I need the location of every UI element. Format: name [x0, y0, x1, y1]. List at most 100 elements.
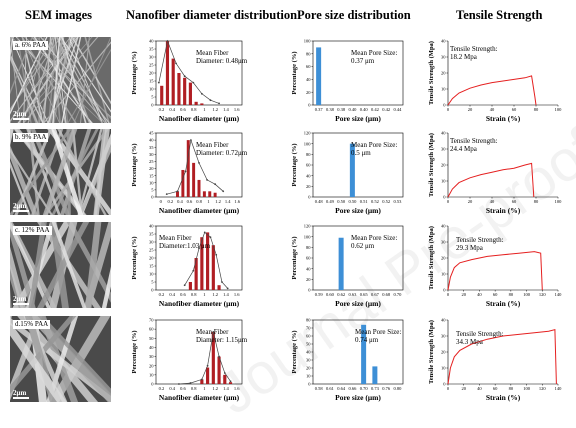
mean-pore-annotation: Mean Pore Size:: [351, 234, 397, 242]
y-tick-label: 25: [149, 63, 154, 68]
curve-point: [224, 372, 226, 374]
y-tick-label: 30: [441, 334, 446, 339]
x-tick-label: 0.2: [159, 107, 165, 112]
histogram-bar: [217, 285, 220, 290]
x-tick-label: 1.4: [223, 107, 229, 112]
y-tick-label: 30: [149, 240, 154, 245]
x-tick-label: 0.37: [315, 107, 324, 112]
x-tick-label: 0: [160, 199, 163, 204]
y-tick-label: 15: [149, 264, 154, 269]
x-tick-label: 0.70: [360, 386, 369, 391]
y-tick-label: 5: [151, 95, 154, 100]
x-tick-label: 100: [523, 292, 531, 297]
histogram-bar: [223, 375, 226, 384]
x-tick-label: 0.52: [382, 199, 390, 204]
scale-label: 2μm: [13, 295, 26, 303]
curve-point: [184, 75, 186, 77]
y-tick-label: 20: [306, 90, 311, 95]
y-tick-label: 40: [441, 318, 446, 323]
x-tick-label: 20: [461, 386, 466, 391]
y-tick-label: 0: [308, 195, 311, 200]
x-tick-label: 1.6: [234, 386, 240, 391]
y-tick-label: 20: [441, 256, 446, 261]
mean-diameter-value: Diameter: 1.15μm: [196, 336, 248, 344]
x-axis-title: Strain (%): [486, 299, 521, 308]
y-tick-label: 0: [151, 288, 154, 293]
histogram-bar: [214, 193, 217, 197]
curve-point: [177, 190, 179, 192]
y-tick-label: 10: [149, 180, 154, 185]
mean-diameter-annotation: Mean Fiber: [196, 328, 229, 336]
pore-bar: [339, 238, 344, 290]
x-axis-title: Pore size (μm): [335, 393, 381, 402]
pore-bar: [372, 366, 377, 384]
tensile-annotation: Tensile Strength:: [456, 330, 504, 338]
y-tick-label: 40: [149, 345, 154, 350]
y-tick-label: 60: [306, 256, 311, 261]
y-axis-title: Percentage (%): [291, 51, 298, 94]
y-tick-label: 0: [308, 103, 311, 108]
curve-point: [184, 284, 186, 286]
curve-point: [214, 183, 216, 185]
scale-bar: [13, 118, 29, 120]
x-tick-label: 40: [490, 199, 495, 204]
y-tick-label: 5: [151, 280, 154, 285]
x-tick-label: 1.2: [212, 386, 218, 391]
x-tick-label: 0.60: [326, 292, 335, 297]
mean-diameter-value: Diameter: 0.72μm: [196, 149, 248, 157]
histogram-bar: [198, 180, 201, 197]
x-tick-label: 0.58: [315, 386, 324, 391]
x-tick-label: 0.6: [180, 292, 186, 297]
y-tick-label: 0: [443, 103, 446, 108]
x-tick-label: 60: [512, 107, 517, 112]
x-tick-label: 0.64: [337, 386, 346, 391]
y-tick-label: 30: [441, 147, 446, 152]
header-pore: Pore size distribution: [297, 8, 411, 23]
curve-point: [222, 190, 224, 192]
mean-pore-value: 0.74 μm: [355, 336, 379, 344]
x-tick-label: 0.4: [169, 292, 175, 297]
x-tick-label: 0.48: [315, 199, 324, 204]
x-tick-label: 0.50: [348, 199, 357, 204]
curve-point: [230, 380, 232, 382]
x-tick-label: 20: [461, 292, 466, 297]
x-tick-label: 80: [509, 386, 514, 391]
y-tick-label: 15: [149, 173, 154, 178]
y-axis-title: Tensile Strength (Mpa): [428, 41, 435, 105]
curve-point: [215, 254, 217, 256]
x-tick-label: 1: [203, 107, 205, 112]
y-tick-label: 60: [306, 163, 311, 168]
y-tick-label: 120: [304, 131, 312, 136]
y-tick-label: 0: [151, 103, 154, 108]
y-tick-label: 20: [149, 256, 154, 261]
histogram-bar: [208, 191, 211, 197]
y-tick-label: 0: [151, 382, 154, 387]
mean-pore-annotation: Mean Pore Size:: [355, 328, 401, 336]
curve-point: [198, 162, 200, 164]
x-tick-label: 0: [447, 386, 450, 391]
x-tick-label: 0.80: [393, 386, 402, 391]
mean-diameter-value: Diameter: 0.48μm: [196, 57, 248, 65]
scale-bar: [13, 397, 29, 399]
histogram-bar: [183, 78, 186, 105]
y-tick-label: 30: [306, 358, 311, 363]
x-tick-label: 0.40: [348, 107, 357, 112]
y-axis-title: Percentage (%): [131, 143, 138, 186]
x-tick-label: 1.2: [212, 292, 218, 297]
x-tick-label: 0.40: [360, 107, 369, 112]
curve-point: [201, 93, 203, 95]
y-tick-label: 100: [304, 141, 312, 146]
scale-label: 2μm: [13, 389, 26, 397]
y-tick-label: 60: [306, 334, 311, 339]
curve-point: [210, 236, 212, 238]
y-axis-title: Tensile Strength (Mpa): [428, 320, 435, 384]
y-tick-label: 10: [441, 272, 446, 277]
curve-point: [167, 40, 169, 42]
